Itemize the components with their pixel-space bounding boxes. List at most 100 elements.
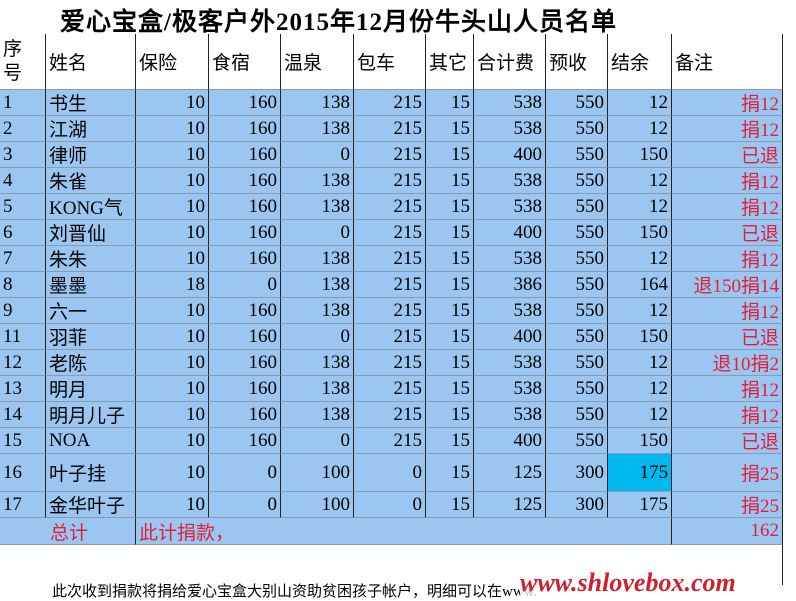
total-label: 总计 xyxy=(0,518,136,545)
data-cell: 300 xyxy=(546,492,608,518)
data-cell: 160 xyxy=(209,428,281,454)
remark-cell: 捐12 xyxy=(672,90,783,116)
data-cell: 215 xyxy=(354,116,426,142)
data-cell: 10 xyxy=(136,350,209,376)
data-cell: 550 xyxy=(546,376,608,402)
data-cell: 150 xyxy=(608,428,672,454)
data-cell: 160 xyxy=(209,298,281,324)
header-cell: 备注 xyxy=(672,34,783,90)
data-cell: 100 xyxy=(281,454,354,492)
total-note: 此计捐款， xyxy=(136,518,672,545)
footer-note: 此次收到捐款将捐给爱心宝盒大别山资助贫困孩子帐户，明细可以在www. xyxy=(52,584,538,600)
remark-cell: 已退 xyxy=(672,142,783,168)
remark-cell: 捐25 xyxy=(672,454,783,492)
data-cell: 138 xyxy=(281,272,354,298)
data-cell: 15 xyxy=(426,194,474,220)
remark-cell: 已退 xyxy=(672,220,783,246)
data-cell: 138 xyxy=(281,90,354,116)
data-cell: 138 xyxy=(281,246,354,272)
data-cell: 17 xyxy=(0,492,46,518)
data-cell: 100 xyxy=(281,492,354,518)
data-cell: 0 xyxy=(354,454,426,492)
data-cell: 160 xyxy=(209,168,281,194)
header-cell: 结余 xyxy=(608,34,672,90)
data-cell: 5 xyxy=(0,194,46,220)
data-cell: 215 xyxy=(354,168,426,194)
data-cell: 550 xyxy=(546,272,608,298)
data-cell: 10 xyxy=(136,246,209,272)
data-cell: 160 xyxy=(209,116,281,142)
data-cell: 550 xyxy=(546,194,608,220)
data-cell: 138 xyxy=(281,116,354,142)
data-cell: 215 xyxy=(354,298,426,324)
data-cell: 羽菲 xyxy=(46,324,136,350)
data-cell: 400 xyxy=(474,324,546,350)
data-cell: 12 xyxy=(608,90,672,116)
header-cell: 序号 xyxy=(0,34,24,90)
data-cell: 160 xyxy=(209,246,281,272)
data-cell: 12 xyxy=(0,350,46,376)
data-cell: 215 xyxy=(354,376,426,402)
data-cell: 400 xyxy=(474,220,546,246)
total-value: 162 xyxy=(672,518,783,545)
data-cell: 15 xyxy=(426,492,474,518)
data-cell: 0 xyxy=(281,220,354,246)
data-cell: 0 xyxy=(209,272,281,298)
data-cell: 550 xyxy=(546,350,608,376)
data-cell: 215 xyxy=(354,90,426,116)
remark-cell: 捐12 xyxy=(672,116,783,142)
data-cell: 10 xyxy=(136,428,209,454)
data-cell: 8 xyxy=(0,272,46,298)
data-cell: 550 xyxy=(546,90,608,116)
remark-cell: 捐12 xyxy=(672,298,783,324)
data-cell: 0 xyxy=(281,428,354,454)
data-cell: 160 xyxy=(209,90,281,116)
data-cell: 164 xyxy=(608,272,672,298)
header-border xyxy=(0,34,46,90)
data-cell: 刘晋仙 xyxy=(46,220,136,246)
data-cell: 150 xyxy=(608,324,672,350)
data-cell: 15 xyxy=(426,324,474,350)
data-cell: 215 xyxy=(354,246,426,272)
data-cell: 10 xyxy=(136,90,209,116)
data-cell: 400 xyxy=(474,428,546,454)
data-cell: 160 xyxy=(209,220,281,246)
data-cell: 10 xyxy=(136,220,209,246)
data-cell: 175 xyxy=(608,492,672,518)
data-cell: 160 xyxy=(209,324,281,350)
data-cell: 15 xyxy=(426,246,474,272)
remark-cell: 退10捐2 xyxy=(672,350,783,376)
remark-cell: 捐12 xyxy=(672,194,783,220)
data-cell: 15 xyxy=(426,272,474,298)
data-cell: 7 xyxy=(0,246,46,272)
data-cell: 六一 xyxy=(46,298,136,324)
data-cell: 138 xyxy=(281,298,354,324)
data-cell: 15 xyxy=(426,116,474,142)
data-cell: 15 xyxy=(0,428,46,454)
data-cell: 叶子挂 xyxy=(46,454,136,492)
data-cell: 138 xyxy=(281,376,354,402)
data-cell: 538 xyxy=(474,90,546,116)
data-cell: 15 xyxy=(426,168,474,194)
data-cell: 12 xyxy=(608,194,672,220)
data-cell: 12 xyxy=(608,376,672,402)
data-cell: 215 xyxy=(354,194,426,220)
data-cell: 125 xyxy=(474,492,546,518)
data-cell: 13 xyxy=(0,376,46,402)
data-cell: 3 xyxy=(0,142,46,168)
data-cell: 10 xyxy=(136,194,209,220)
remark-cell: 已退 xyxy=(672,428,783,454)
data-cell: 538 xyxy=(474,168,546,194)
data-cell: 18 xyxy=(136,272,209,298)
watermark: www.shlovebox.com xyxy=(520,568,736,598)
data-cell: NOA xyxy=(46,428,136,454)
data-cell: 15 xyxy=(426,298,474,324)
data-cell: 江湖 xyxy=(46,116,136,142)
data-cell: 10 xyxy=(136,492,209,518)
data-cell: 10 xyxy=(136,376,209,402)
footer-row xyxy=(0,545,783,585)
data-cell: 125 xyxy=(474,454,546,492)
data-cell: 175 xyxy=(608,454,672,492)
header-cell: 合计费 xyxy=(474,34,546,90)
data-cell: 15 xyxy=(426,142,474,168)
